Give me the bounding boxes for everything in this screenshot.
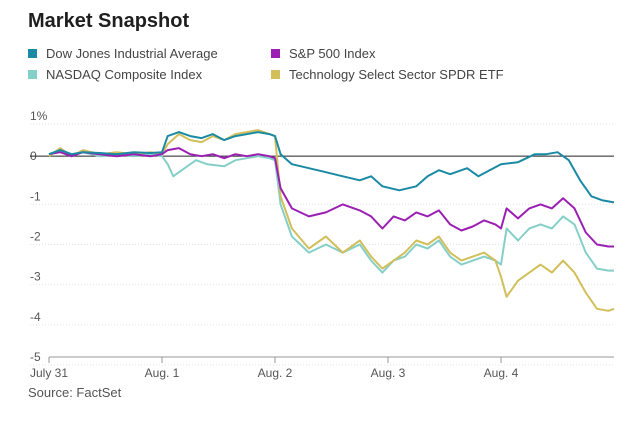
legend-item-nasdaq: NASDAQ Composite Index [28,67,202,82]
grid-layer [30,123,614,366]
legend-label-dow: Dow Jones Industrial Average [46,46,218,61]
legend-label-tech-etf: Technology Select Sector SPDR ETF [289,67,504,82]
series-line-dow [48,131,615,204]
legend-swatch-sp500 [271,49,280,58]
chart-title: Market Snapshot [28,10,190,32]
legend-swatch-dow [28,49,37,58]
source-note: Source: FactSet [28,385,122,400]
x-tick-label: Aug. 2 [258,366,293,380]
y-tick-label: -5 [30,350,41,364]
series-line-sp500 [48,147,614,248]
x-tick-label: July 31 [30,366,68,380]
legend-item-sp500: S&P 500 Index [271,46,376,61]
y-tick-label: -4 [30,310,41,324]
y-tick-label: -3 [30,270,41,284]
legend-item-dow: Dow Jones Industrial Average [28,46,218,61]
x-tick-label: Aug. 4 [484,366,519,380]
legend-swatch-tech-etf [271,70,280,79]
legend-swatch-nasdaq [28,70,37,79]
x-tick-label: Aug. 1 [145,366,180,380]
legend-label-nasdaq: NASDAQ Composite Index [46,67,203,82]
y-tick-label: 1% [30,109,48,123]
series-line-nasdaq [48,149,614,274]
legend-label-sp500: S&P 500 Index [289,46,376,61]
y-tick-label: -2 [30,230,41,244]
x-tick-label: Aug. 3 [371,366,406,380]
legend-item-tech-etf: Technology Select Sector SPDR ETF [271,67,504,82]
y-tick-label: -1 [30,189,41,203]
series-layer [48,129,615,312]
